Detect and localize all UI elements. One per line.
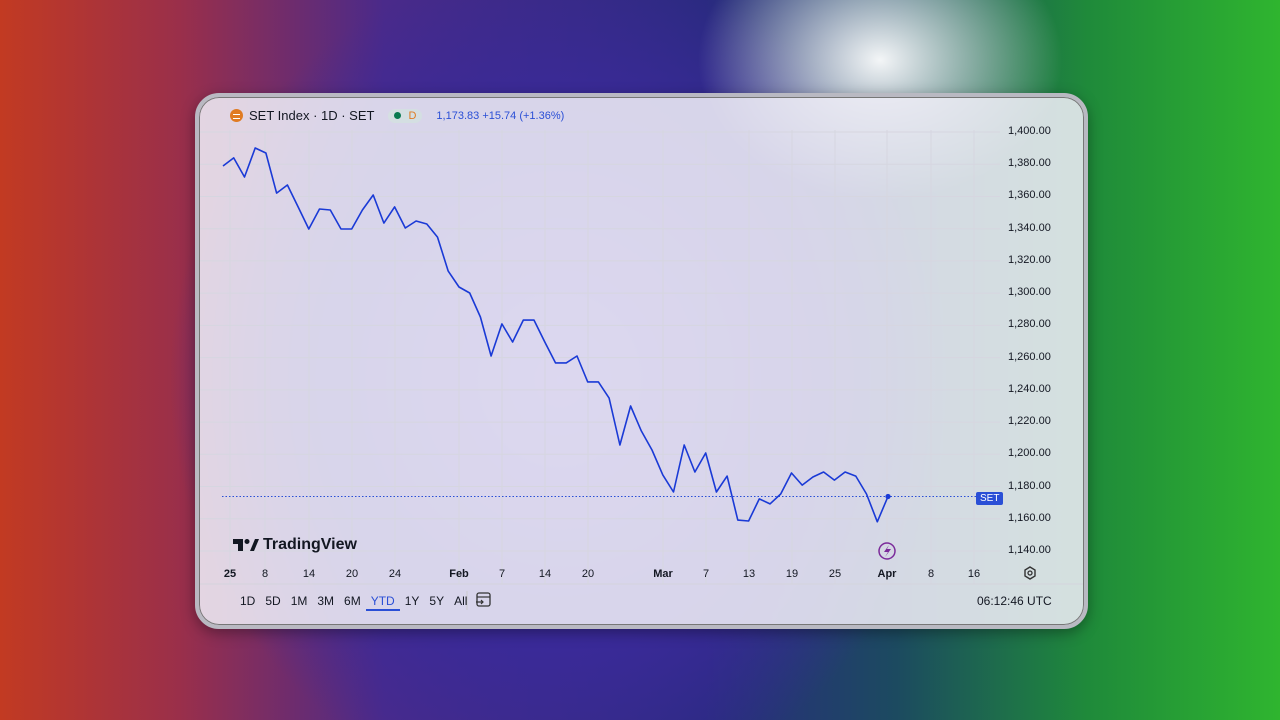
y-tick-label: 1,380.00 xyxy=(1008,157,1051,170)
range-button-1d[interactable]: 1D xyxy=(240,594,256,608)
tradingview-logo[interactable]: TradingView xyxy=(233,536,357,554)
x-tick-label: 20 xyxy=(581,568,595,580)
settings-gear-icon[interactable] xyxy=(1024,566,1036,580)
price-change: +15.74 (+1.36%) xyxy=(482,109,565,122)
x-tick-label: 7 xyxy=(498,568,506,580)
y-tick-label: 1,360.00 xyxy=(1008,189,1051,202)
y-tick-label: 1,400.00 xyxy=(1008,125,1051,137)
x-tick-label: Mar xyxy=(653,568,673,580)
tradingview-logo-icon xyxy=(233,539,259,551)
y-tick-label: 1,160.00 xyxy=(1008,511,1051,524)
range-button-5y[interactable]: 5Y xyxy=(429,594,445,608)
range-button-1m[interactable]: 1M xyxy=(290,594,308,608)
y-tick-label: 1,300.00 xyxy=(1008,286,1051,299)
y-tick-label: 1,260.00 xyxy=(1008,350,1051,363)
x-tick-label: 14 xyxy=(302,568,316,580)
x-tick-label: 13 xyxy=(742,568,756,580)
x-tick-label: 7 xyxy=(702,568,710,580)
y-tick-label: 1,220.00 xyxy=(1008,415,1051,428)
x-tick-label: 16 xyxy=(967,568,981,580)
y-tick-label: 1,200.00 xyxy=(1008,447,1051,460)
range-button-3m[interactable]: 3M xyxy=(317,594,335,608)
market-status-text: D xyxy=(408,109,417,122)
last-point xyxy=(885,493,891,500)
y-tick-label: 1,340.00 xyxy=(1008,221,1051,234)
market-status-badge[interactable]: D xyxy=(388,108,423,123)
y-tick-label: 1,280.00 xyxy=(1008,318,1051,331)
x-tick-label: 8 xyxy=(261,568,269,580)
range-selector: 1D 5D 1M 3M 6M YTD 1Y 5Y All xyxy=(235,594,472,611)
range-button-5d[interactable]: 5D xyxy=(265,594,281,608)
last-price: 1,173.83 +15.74 (+1.36%) xyxy=(436,109,565,122)
x-tick-label: 8 xyxy=(927,568,935,580)
y-tick-label: 1,240.00 xyxy=(1008,382,1051,395)
x-tick-label: 25 xyxy=(828,568,842,580)
x-tick-label: 19 xyxy=(785,568,799,580)
x-tick-label: Feb xyxy=(449,568,469,580)
x-tick-label: Apr xyxy=(877,568,897,580)
range-button-all[interactable]: All xyxy=(454,594,468,608)
series-line xyxy=(222,147,889,523)
range-button-ytd[interactable]: YTD xyxy=(365,594,400,611)
y-tick-label: 1,140.00 xyxy=(1008,544,1051,556)
y-tick-label: 1,320.00 xyxy=(1008,253,1051,266)
chart-card xyxy=(195,93,1088,629)
alert-icon[interactable] xyxy=(878,542,896,560)
x-tick-label: 20 xyxy=(345,568,359,580)
set-symbol-icon xyxy=(230,109,243,122)
x-tick-label: 25 xyxy=(223,568,237,580)
y-tick-label: 1,180.00 xyxy=(1008,479,1051,492)
market-open-dot-icon xyxy=(394,112,402,119)
range-button-1y[interactable]: 1Y xyxy=(404,594,420,608)
symbol-title[interactable]: SET Index · 1D · SET xyxy=(249,108,375,123)
price-scale-label: SET xyxy=(976,492,1004,505)
range-button-6m[interactable]: 6M xyxy=(344,594,361,608)
x-tick-label: 24 xyxy=(388,568,402,580)
chart-header: SET Index · 1D · SET D 1,173.83 +15.74 (… xyxy=(230,108,564,123)
x-tick-label: 14 xyxy=(538,568,552,580)
date-range-calendar-icon[interactable] xyxy=(476,592,491,607)
utc-clock[interactable]: 06:12:46 UTC xyxy=(977,594,1052,608)
